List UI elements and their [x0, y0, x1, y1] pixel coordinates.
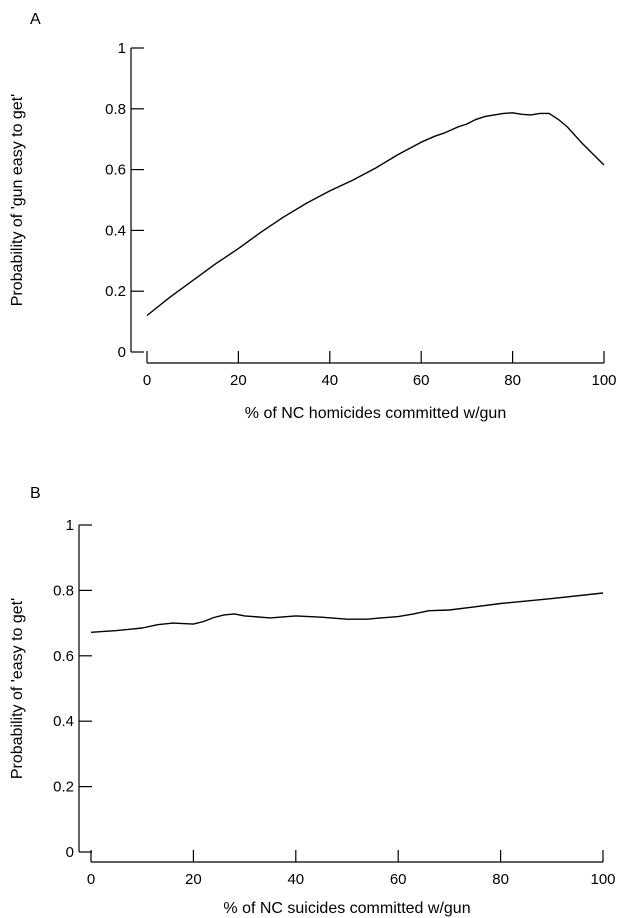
- panel-b-x-tick-label: 40: [287, 871, 304, 888]
- panel-a-y-tick-label: 0.2: [105, 283, 126, 300]
- panel-b-x-axis-title: % of NC suicides committed w/gun: [223, 900, 470, 917]
- panel-b-y-tick-label: 0: [66, 844, 74, 861]
- panel-b-y-tick-label: 1: [66, 517, 74, 534]
- panel-a-y-tick-label: 1: [118, 40, 126, 57]
- panel-b-series-line: [90, 592, 604, 633]
- panel-a-x-tick-label: 80: [504, 372, 521, 389]
- panel-b-label: B: [30, 485, 41, 502]
- panel-a-x-tick-label: 60: [413, 372, 430, 389]
- panel-b-y-axis-title: Probability of 'easy to get': [9, 598, 26, 779]
- panel-b-x-tick-label: 100: [590, 871, 615, 888]
- panel-a-y-tick-label: 0.8: [105, 101, 126, 118]
- panel-a-y-tick-label: 0: [118, 344, 126, 361]
- panel-b-x-tick-label: 0: [87, 871, 95, 888]
- panel-a-y-tick-label: 0.6: [105, 162, 126, 179]
- panel-b-y-tick-label: 0.4: [53, 713, 74, 730]
- panel-a-x-tick-label: 100: [591, 372, 616, 389]
- panel-b-x-tick-label: 20: [185, 871, 202, 888]
- panel-b-x-tick-label: 80: [492, 871, 509, 888]
- panel-a-series-line: [146, 112, 605, 317]
- panel-a-x-axis-title: % of NC homicides committed w/gun: [245, 405, 506, 422]
- panel-b-y-tick-label: 0.2: [53, 779, 74, 796]
- panel-b-y-tick-label: 0.8: [53, 582, 74, 599]
- panel-a-y-tick-label: 0.4: [105, 222, 126, 239]
- panel-b-y-tick-label: 0.6: [53, 648, 74, 665]
- panel-a-label: A: [30, 11, 41, 28]
- panel-a-x-tick-label: 40: [321, 372, 338, 389]
- panel-a-x-tick-label: 20: [230, 372, 247, 389]
- panel-b-x-tick-label: 60: [390, 871, 407, 888]
- panel-a-x-tick-label: 0: [143, 372, 151, 389]
- panel-a-y-axis-title: Probability of 'gun easy to get': [9, 94, 26, 306]
